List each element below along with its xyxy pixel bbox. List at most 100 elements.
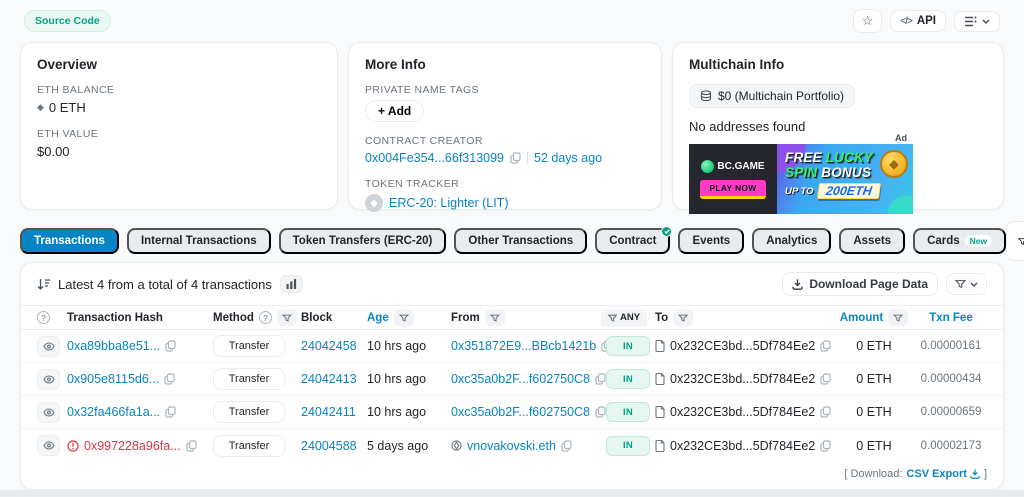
gold-coin-icon: ◆ xyxy=(880,150,908,178)
csv-suffix: ] xyxy=(983,468,987,480)
tab[interactable]: Events xyxy=(678,228,745,254)
preview-tx-button[interactable] xyxy=(37,435,60,456)
tab[interactable]: Contract xyxy=(595,226,673,254)
from-address-link[interactable]: 0x351872E9...BBcb1421b xyxy=(451,339,597,353)
direction-badge: IN xyxy=(606,369,650,389)
more-options-button[interactable] xyxy=(954,10,1000,32)
add-name-tag-button[interactable]: + Add xyxy=(365,100,425,122)
copy-icon[interactable] xyxy=(595,406,606,418)
block-link[interactable]: 24042411 xyxy=(301,405,356,419)
method-badge[interactable]: Transfer xyxy=(213,434,285,457)
multichain-card: Multichain Info $0 (Multichain Portfolio… xyxy=(672,42,1004,214)
method-badge[interactable]: Transfer xyxy=(213,401,285,423)
preview-tx-button[interactable] xyxy=(37,401,60,423)
multichain-portfolio-badge[interactable]: $0 (Multichain Portfolio) xyxy=(689,84,856,108)
to-address-link[interactable]: 0x232CE3bd...5Df784Ee2 xyxy=(670,339,816,353)
method-badge[interactable]: Transfer xyxy=(213,335,285,357)
sort-descending-icon xyxy=(37,279,50,290)
ad-banner[interactable]: BC.GAME PLAY NOW FREE LUCKY SPIN BONUS U… xyxy=(689,144,913,214)
from-address-link[interactable]: vnovakovski.eth xyxy=(467,438,556,453)
token-logo-icon: ◆ xyxy=(365,194,383,212)
copy-icon[interactable] xyxy=(820,340,831,352)
from-filter-icon[interactable] xyxy=(484,309,505,326)
method-help-icon[interactable]: ? xyxy=(258,311,272,324)
col-amount-toggle[interactable]: Amount xyxy=(839,311,884,324)
tab[interactable]: Assets xyxy=(839,228,906,254)
block-link[interactable]: 24042413 xyxy=(301,372,357,386)
info-cards-row: Overview ETH BALANCE ◆ 0 ETH ETH VALUE $… xyxy=(20,42,1004,214)
tab[interactable]: Cards New xyxy=(913,228,1007,254)
creation-time-link[interactable]: 52 days ago xyxy=(534,151,603,165)
source-code-badge[interactable]: Source Code xyxy=(24,10,111,32)
tx-hash-link[interactable]: 0x997228a96fa... xyxy=(84,438,181,453)
copy-icon[interactable] xyxy=(561,439,572,452)
tx-fee: 0.00000659 xyxy=(920,406,982,418)
csv-export-link[interactable]: CSV Export xyxy=(906,468,980,480)
to-filter-icon[interactable] xyxy=(673,309,694,326)
csv-prefix: [ Download: xyxy=(844,468,903,480)
download-page-data-button[interactable]: Download Page Data xyxy=(782,272,938,296)
copy-icon[interactable] xyxy=(595,373,606,385)
preview-tx-button[interactable] xyxy=(37,368,60,390)
contract-icon xyxy=(655,439,665,452)
api-button[interactable]: </> API xyxy=(890,10,946,32)
list-icon xyxy=(965,16,977,26)
advanced-filter-button[interactable]: Advanced Filter xyxy=(1006,221,1024,261)
tab-label: Events xyxy=(692,235,731,247)
tab[interactable]: Token Transfers (ERC-20) xyxy=(278,228,447,254)
table-footer: [ Download: CSV Export ] xyxy=(21,462,1003,489)
page-bottom-band xyxy=(0,490,1024,497)
to-address-link[interactable]: 0x232CE3bd...5Df784Ee2 xyxy=(670,405,816,419)
transaction-row: 0x905e8115d6... Transfer 24042413 10 hrs… xyxy=(21,363,1003,396)
copy-icon[interactable] xyxy=(820,406,831,418)
preview-tx-button[interactable] xyxy=(37,335,60,357)
tab-label: Other Transactions xyxy=(468,235,574,247)
tx-hash-link[interactable]: 0xa89bba8e51... xyxy=(67,339,161,353)
direction-any-filter[interactable]: ANY xyxy=(601,308,648,327)
from-address-link[interactable]: 0xc35a0b2F...f602750C8 xyxy=(451,405,590,419)
age-filter-icon[interactable] xyxy=(393,309,414,326)
from-address-link[interactable]: 0xc35a0b2F...f602750C8 xyxy=(451,372,590,386)
block-link[interactable]: 24004588 xyxy=(301,438,357,453)
amount-filter-icon[interactable] xyxy=(888,309,909,326)
method-filter-icon[interactable] xyxy=(276,309,297,326)
favorite-button[interactable]: ☆ xyxy=(852,9,883,33)
funnel-icon xyxy=(955,280,966,289)
direction-badge: IN xyxy=(606,336,650,356)
chart-view-button[interactable] xyxy=(279,275,303,293)
tx-hash-link[interactable]: 0x905e8115d6... xyxy=(67,372,160,386)
token-tracker-link[interactable]: ERC-20: Lighter (LIT) xyxy=(389,196,509,210)
method-badge[interactable]: Transfer xyxy=(213,368,285,390)
tab[interactable]: Analytics xyxy=(752,228,832,254)
tx-hash-link[interactable]: 0x32fa466fa1a... xyxy=(67,405,161,419)
play-now-button[interactable]: PLAY NOW xyxy=(700,179,766,199)
tx-amount: 0 ETH xyxy=(856,438,892,453)
copy-icon[interactable] xyxy=(165,406,176,418)
tab[interactable]: Transactions xyxy=(20,228,119,254)
contract-creator-label: CONTRACT CREATOR xyxy=(365,135,483,147)
copy-icon[interactable] xyxy=(820,439,831,452)
tab[interactable]: Internal Transactions xyxy=(126,228,271,254)
copy-icon[interactable] xyxy=(164,373,175,385)
tx-table-body: 0xa89bba8e51... Transfer 24042458 10 hrs… xyxy=(21,330,1003,462)
overview-card: Overview ETH BALANCE ◆ 0 ETH ETH VALUE $… xyxy=(20,42,338,210)
block-link[interactable]: 24042458 xyxy=(301,339,357,353)
copy-icon[interactable] xyxy=(510,152,521,164)
ad-text-bonus: BONUS xyxy=(821,165,872,180)
copy-icon[interactable] xyxy=(165,340,176,352)
tab-label: Assets xyxy=(853,235,892,247)
eth-balance-label: ETH BALANCE xyxy=(37,84,115,96)
help-icon[interactable]: ? xyxy=(37,311,50,324)
col-txn-fee-toggle[interactable]: Txn Fee xyxy=(929,311,973,324)
copy-icon[interactable] xyxy=(820,373,831,385)
chevron-down-icon xyxy=(970,282,978,287)
to-address-link[interactable]: 0x232CE3bd...5Df784Ee2 xyxy=(670,438,816,453)
table-filter-button[interactable] xyxy=(946,273,987,295)
copy-icon[interactable] xyxy=(186,439,197,452)
tab-label: Contract xyxy=(609,235,657,247)
to-address-link[interactable]: 0x232CE3bd...5Df784Ee2 xyxy=(670,372,816,386)
creator-address-link[interactable]: 0x004Fe354...66f313099 xyxy=(365,151,505,165)
tab[interactable]: Other Transactions xyxy=(454,228,588,254)
tab-label: Token Transfers (ERC-20) xyxy=(292,235,433,247)
col-age-toggle[interactable]: Age xyxy=(367,311,389,324)
